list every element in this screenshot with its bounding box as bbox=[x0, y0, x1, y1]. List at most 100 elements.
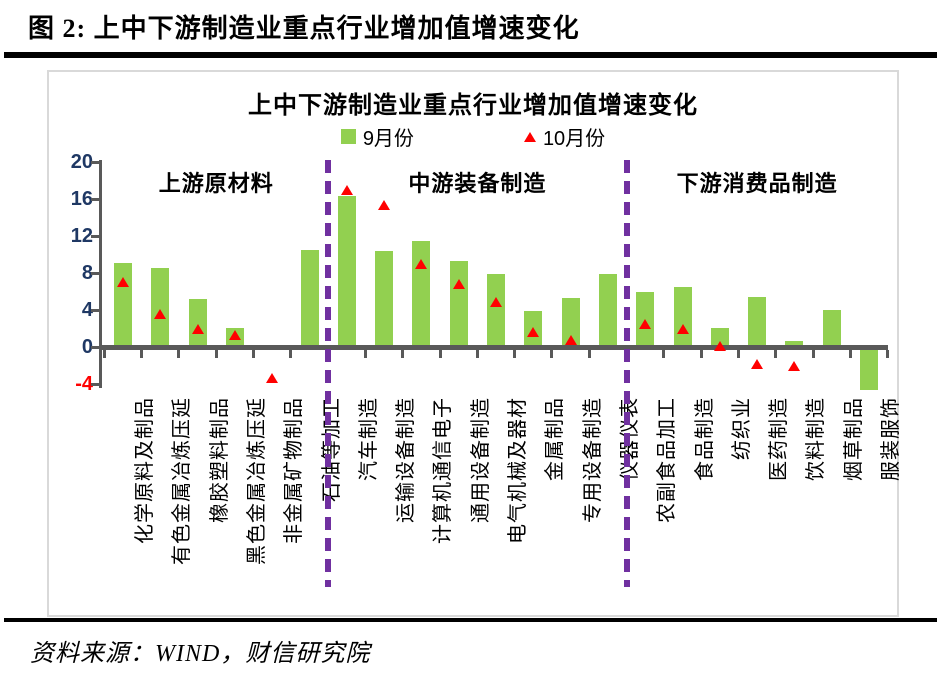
x-axis-tick bbox=[401, 349, 405, 358]
y-axis-tick bbox=[91, 160, 99, 164]
x-label-仪器仪表: 仪器仪表 bbox=[618, 397, 641, 481]
chart-legend: 9月份 10月份 bbox=[49, 122, 897, 151]
x-label-专用设备制造: 专用设备制造 bbox=[581, 397, 604, 523]
bar-化学原料及制品 bbox=[114, 262, 132, 347]
bar-橡胶塑料制品 bbox=[188, 298, 207, 347]
marker-通用设备制造 bbox=[452, 279, 465, 290]
bar-医药制造 bbox=[748, 297, 767, 347]
x-axis-tick bbox=[736, 349, 740, 358]
y-tick-label: 16 bbox=[70, 188, 93, 210]
x-label-非金属矿物制品: 非金属矿物制品 bbox=[283, 397, 306, 544]
x-axis-tick bbox=[252, 349, 256, 358]
x-axis-tick bbox=[513, 349, 517, 358]
x-label-橡胶塑料制品: 橡胶塑料制品 bbox=[208, 397, 231, 523]
x-label-汽车制造: 汽车制造 bbox=[357, 397, 380, 481]
x-axis-tick bbox=[587, 349, 591, 358]
top-rule bbox=[4, 52, 937, 58]
marker-计算机通信电子 bbox=[415, 258, 428, 269]
marker-有色金属冶炼压延 bbox=[154, 308, 167, 319]
x-axis-tick bbox=[177, 349, 181, 358]
x-axis-tick bbox=[289, 349, 293, 358]
legend-item-october: 10月份 bbox=[523, 122, 606, 151]
x-axis-tick bbox=[848, 349, 852, 358]
legend-label: 10月份 bbox=[542, 128, 606, 150]
x-axis-line bbox=[99, 344, 888, 350]
figure-caption: 图 2: 上中下游制造业重点行业增加值增速变化 bbox=[28, 14, 580, 43]
bar-通用设备制造 bbox=[449, 260, 468, 347]
bar-运输设备制造 bbox=[375, 250, 394, 347]
marker-非金属矿物制品 bbox=[266, 373, 279, 384]
chart-title: 上中下游制造业重点行业增加值增速变化 bbox=[248, 92, 698, 119]
x-label-农副食品加工: 农副食品加工 bbox=[656, 397, 679, 523]
bar-服装服饰 bbox=[860, 347, 878, 390]
marker-电气机械及器材 bbox=[490, 296, 502, 307]
bar-计算机通信电子 bbox=[412, 240, 431, 347]
x-label-黑色金属冶炼压延: 黑色金属冶炼压延 bbox=[245, 397, 268, 565]
marker-专用设备制造 bbox=[564, 334, 577, 345]
x-axis-tick bbox=[811, 349, 815, 358]
y-axis-tick bbox=[91, 308, 99, 312]
x-label-食品制造: 食品制造 bbox=[693, 397, 716, 481]
x-axis-tick bbox=[475, 349, 479, 358]
plot-area: 20 16 12 8 4 0 -4 化学原料及制品 有色金属冶炼压延 橡胶塑料制品 黑色金属冶炼压延… bbox=[49, 72, 902, 615]
x-label-纺织业: 纺织业 bbox=[730, 397, 753, 460]
y-tick-label: 12 bbox=[70, 225, 93, 247]
section-label: 下游消费品制造 bbox=[676, 171, 838, 196]
x-label-通用设备制造: 通用设备制造 bbox=[469, 397, 492, 523]
section-separator bbox=[623, 160, 630, 587]
x-label-饮料制造: 饮料制造 bbox=[805, 397, 828, 481]
marker-食品制造 bbox=[676, 323, 689, 334]
x-axis-tick bbox=[438, 349, 442, 358]
y-tick-label: 20 bbox=[70, 151, 93, 173]
green-square-icon bbox=[340, 129, 356, 144]
marker-化学原料及制品 bbox=[117, 277, 129, 288]
section-label: 中游装备制造 bbox=[408, 171, 547, 196]
x-axis-tick bbox=[140, 349, 144, 358]
marker-医药制造 bbox=[751, 358, 764, 369]
marker-黑色金属冶炼压延 bbox=[228, 329, 241, 340]
x-axis-tick bbox=[214, 349, 218, 358]
x-axis-tick bbox=[363, 349, 367, 358]
y-tick-label: 4 bbox=[81, 299, 93, 321]
x-axis-tick bbox=[699, 349, 703, 358]
x-label-医药制造: 医药制造 bbox=[768, 397, 791, 481]
bar-饮料制造 bbox=[785, 340, 804, 347]
marker-农副食品加工 bbox=[639, 318, 652, 329]
y-axis-tick bbox=[91, 382, 99, 386]
x-axis-tick bbox=[886, 349, 890, 358]
x-label-有色金属冶炼压延: 有色金属冶炼压延 bbox=[171, 397, 194, 565]
x-axis-tick bbox=[662, 349, 666, 358]
bar-石油等加工 bbox=[300, 249, 319, 347]
x-axis-tick bbox=[774, 349, 778, 358]
bar-有色金属冶炼压延 bbox=[151, 268, 170, 347]
marker-运输设备制造 bbox=[378, 199, 391, 210]
y-tick-label: 0 bbox=[81, 336, 93, 358]
x-label-计算机通信电子: 计算机通信电子 bbox=[432, 397, 455, 544]
bar-食品制造 bbox=[673, 286, 692, 347]
marker-饮料制造 bbox=[788, 360, 801, 371]
chart-panel: 上中下游制造业重点行业增加值增速变化 9月份 10月份 20 16 12 8 4 0 -4 化… bbox=[47, 70, 902, 617]
y-axis-tick bbox=[91, 345, 99, 349]
x-label-化学原料及制品: 化学原料及制品 bbox=[134, 397, 156, 544]
marker-纺织业 bbox=[713, 341, 726, 352]
marker-汽车制造 bbox=[340, 184, 353, 195]
x-label-烟草制品: 烟草制品 bbox=[842, 397, 865, 481]
bar-仪器仪表 bbox=[598, 273, 617, 347]
bottom-rule bbox=[4, 618, 937, 622]
x-label-石油等加工: 石油等加工 bbox=[320, 397, 343, 502]
y-tick-label: 8 bbox=[81, 262, 93, 284]
source-note: 资料来源：WIND，财信研究院 bbox=[30, 641, 371, 667]
y-axis-tick bbox=[91, 197, 99, 201]
legend-label: 9月份 bbox=[362, 128, 414, 150]
y-axis-line bbox=[99, 160, 102, 388]
x-axis-tick bbox=[102, 349, 106, 358]
section-label: 上游原材料 bbox=[158, 171, 274, 196]
y-axis-tick bbox=[91, 271, 99, 275]
marker-金属制品 bbox=[527, 327, 540, 338]
legend-item-september: 9月份 bbox=[340, 122, 414, 151]
bar-汽车制造 bbox=[337, 196, 356, 347]
x-label-电气机械及器材: 电气机械及器材 bbox=[507, 397, 529, 544]
y-tick-label: -4 bbox=[75, 373, 93, 395]
bar-烟草制品 bbox=[822, 310, 841, 347]
